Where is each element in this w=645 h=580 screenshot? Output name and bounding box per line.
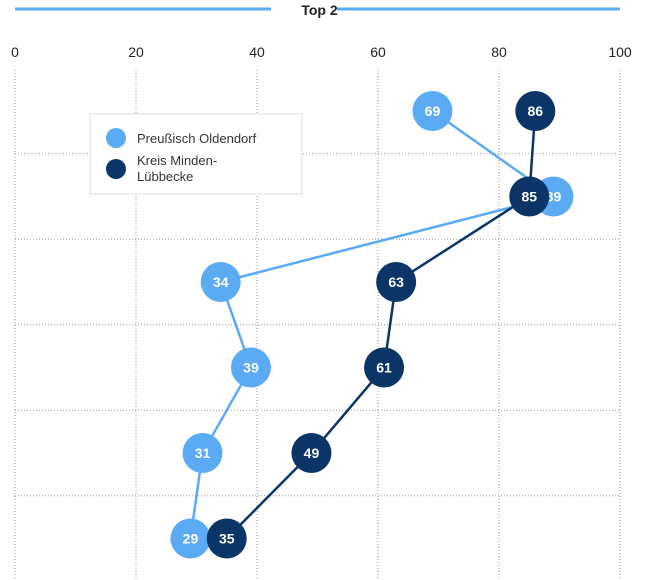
series-2-point	[515, 91, 556, 131]
series-2-data-label: 49	[304, 445, 320, 461]
series-2-data-label: 61	[376, 360, 392, 376]
grid	[14, 70, 621, 580]
legend-label-1: Preußisch Oldendorf	[137, 131, 257, 146]
series-2-point	[376, 262, 417, 302]
series-1-data-label: 29	[183, 531, 199, 547]
series-2-data-label: 86	[528, 103, 544, 119]
legend-marker-2	[106, 159, 126, 179]
legend-box	[89, 113, 303, 195]
legend-marker-1	[106, 128, 126, 148]
x-tick-label: 40	[249, 44, 265, 60]
series-2-data-label: 85	[521, 189, 537, 205]
series-2-point	[509, 176, 550, 217]
series-2-point	[291, 433, 332, 473]
x-tick-label: 80	[491, 44, 507, 60]
series-1-point	[170, 518, 211, 559]
x-axis-ticks: 0 20 40 60 80 100	[11, 44, 632, 60]
x-tick-label: 60	[370, 44, 386, 60]
series-1-data-label: 69	[425, 103, 441, 119]
series-2-point	[206, 518, 247, 559]
legend: Preußisch Oldendorf Kreis Minden-Lübbecke	[89, 113, 303, 195]
legend-label-2: Kreis Minden-Lübbecke	[137, 153, 217, 184]
series-1-data-label: 89	[546, 189, 562, 205]
x-tick-label: 0	[11, 44, 19, 60]
series-2-data-label: 35	[219, 531, 235, 547]
series-2-data-label: 63	[388, 274, 404, 290]
series-2-point	[364, 347, 405, 388]
series-1-point	[200, 262, 241, 302]
series-1-data-label: 34	[213, 274, 229, 290]
x-tick-label: 20	[128, 44, 144, 60]
title-group: Top 2	[15, 2, 620, 18]
series-1-point	[182, 433, 223, 473]
x-tick-label: 100	[608, 44, 632, 60]
chart-title: Top 2	[301, 2, 338, 18]
series-1-point	[230, 347, 271, 388]
series-1-data-label: 31	[195, 445, 211, 461]
series-points: 69 89 34 39 31 29 86 85 63 61 49 35	[170, 91, 574, 559]
series-1-data-label: 39	[243, 360, 259, 376]
series-1-point	[412, 91, 453, 131]
